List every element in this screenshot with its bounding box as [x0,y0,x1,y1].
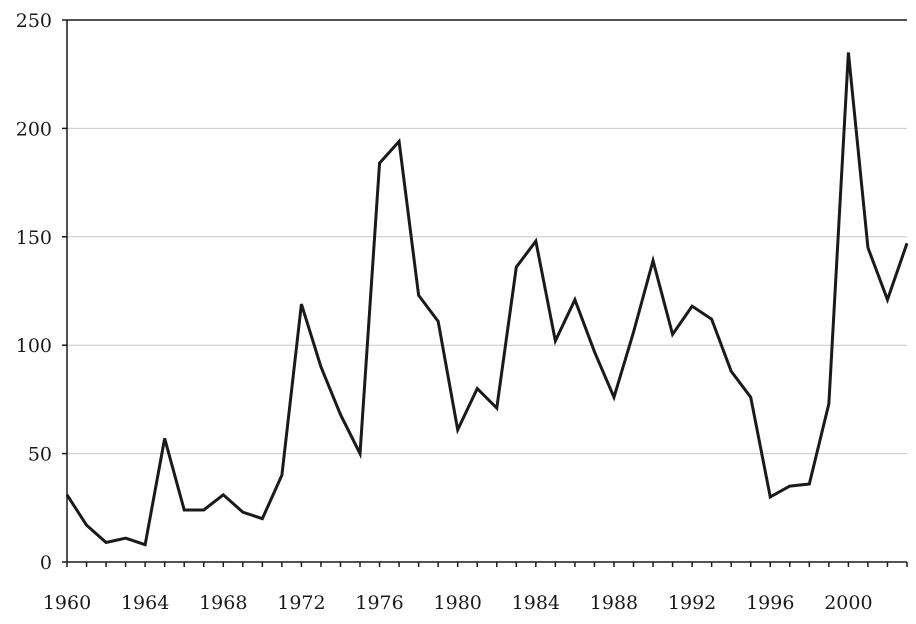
series-line-0 [65,52,909,547]
x-tick-labels: 1960 1964 1968 1972 1976 1980 1984 1988 1992 1996… [43,592,873,614]
y-tick-label-50: 50 [28,444,52,466]
x-tick-label-2000: 2000 [824,592,872,614]
axes [62,19,908,567]
x-tick-label-1988: 1988 [590,592,638,614]
y-tick-label-100: 100 [16,335,52,357]
x-tick-label-1992: 1992 [668,592,716,614]
x-tick-label-1996: 1996 [746,592,794,614]
series-layer [65,52,909,547]
x-tick-label-1984: 1984 [512,592,560,614]
x-tick-label-1964: 1964 [121,592,169,614]
y-tick-label-150: 150 [16,227,52,249]
y-tick-label-200: 200 [16,118,52,140]
grid-lines [67,127,907,455]
x-tick-label-1976: 1976 [355,592,403,614]
y-tick-labels: 0 50 100 150 200 250 [16,10,52,574]
x-tick-label-1980: 1980 [434,592,482,614]
x-tick-label-1968: 1968 [199,592,247,614]
y-tick-label-250: 250 [16,10,52,32]
x-tick-label-1960: 1960 [43,592,91,614]
x-tick-label-1972: 1972 [277,592,325,614]
y-tick-label-0: 0 [40,552,52,574]
